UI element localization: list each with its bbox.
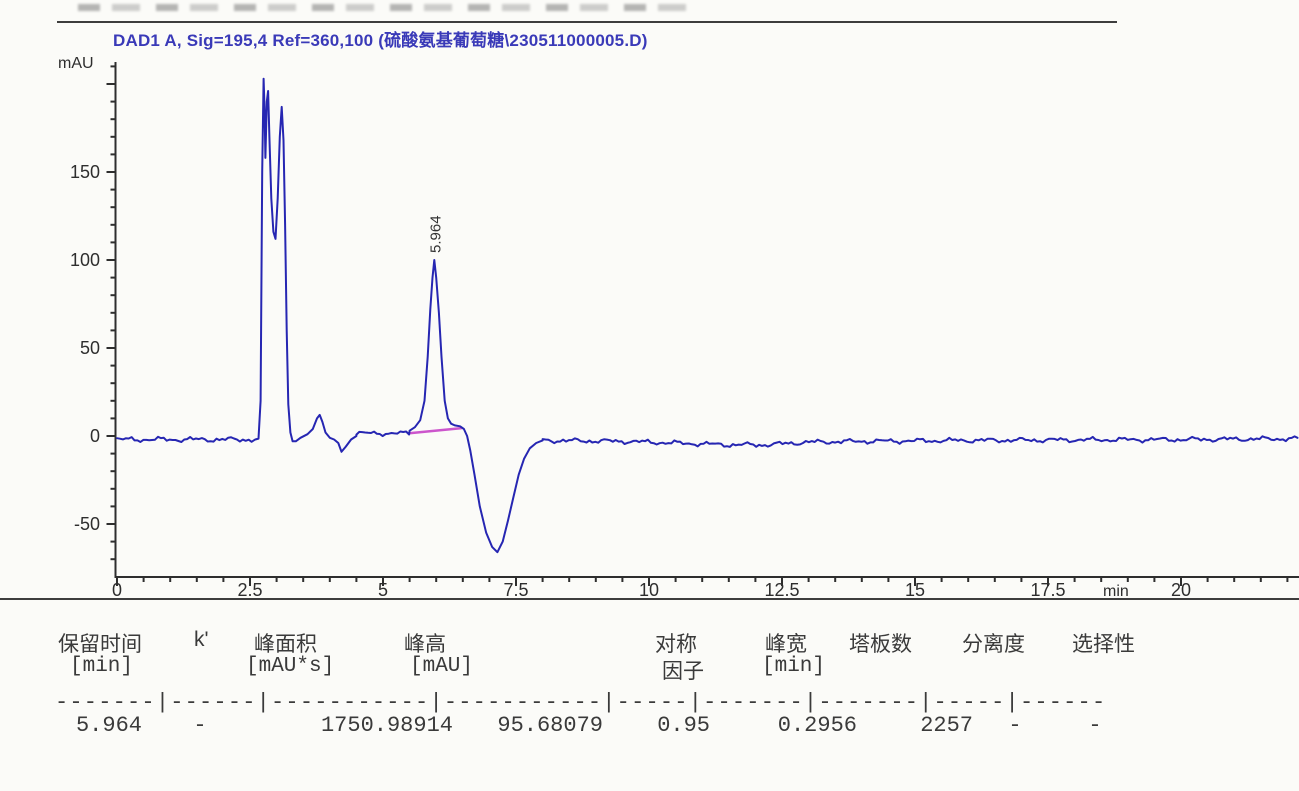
top-divider-line <box>57 21 1117 23</box>
cell-retention-time: 5.964 <box>75 713 142 738</box>
cell-k-prime: - <box>193 713 207 738</box>
cell-peak-width: 0.2956 <box>777 713 857 738</box>
x-tick-label: 12.5 <box>764 580 799 600</box>
table-separator: -------|------|-----------|-----------|-… <box>55 690 1107 715</box>
col-header-peak-width: 峰宽 <box>765 633 807 656</box>
integration-baseline <box>407 426 462 435</box>
y-tick-label: 0 <box>90 426 100 446</box>
x-tick-label: 20 <box>1171 580 1191 600</box>
cell-symmetry: 0.95 <box>657 713 710 738</box>
x-tick-label: 5 <box>378 580 388 600</box>
bottom-divider-line <box>0 598 1299 600</box>
x-tick-label: 2.5 <box>237 580 262 600</box>
cell-peak-area: 1750.98914 <box>320 713 453 738</box>
y-axis-unit-label: mAU <box>58 55 94 72</box>
x-tick-label: 15 <box>905 580 925 600</box>
col-header-peak-height: 峰高 <box>404 633 446 656</box>
chromatogram-signal-title: DAD1 A, Sig=195,4 Ref=360,100 (硫酸氨基葡萄糖\2… <box>113 31 648 50</box>
cropped-text-remnant <box>78 4 688 11</box>
cell-resolution: - <box>1008 713 1022 738</box>
cell-plates: 2257 <box>920 713 973 738</box>
peak-retention-time-label: 5.964 <box>427 215 444 253</box>
y-tick-label: 100 <box>70 250 100 270</box>
unit-peak-area: [mAU*s] <box>246 655 335 678</box>
col-header-selectivity: 选择性 <box>1072 633 1135 656</box>
col-header-peak-area: 峰面积 <box>254 633 317 656</box>
col-header-plates: 塔板数 <box>849 633 912 656</box>
col-header-symmetry: 对称 <box>655 633 697 656</box>
unit-symmetry: 因子 <box>662 660 704 683</box>
col-header-k-prime: k' <box>194 628 209 651</box>
x-tick-label: 0 <box>112 580 122 600</box>
y-tick-label: -50 <box>74 514 100 534</box>
unit-retention-time: [min] <box>70 655 134 678</box>
chromatogram-trace <box>116 77 1299 554</box>
x-tick-label: 17.5 <box>1030 580 1065 600</box>
y-tick-label: 150 <box>70 162 100 182</box>
y-tick-label: 50 <box>80 338 100 358</box>
col-header-resolution: 分离度 <box>962 633 1025 656</box>
x-tick-label: 10 <box>639 580 659 600</box>
chromatogram-plot: -50 0 50 100 150 mAU 0 2.5 5 7.5 10 12.5 15 17.5 20 min… <box>58 55 1299 600</box>
x-tick-label: 7.5 <box>503 580 528 600</box>
cell-peak-height: 95.68079 <box>497 713 603 738</box>
col-header-retention-time: 保留时间 <box>58 633 142 656</box>
cell-selectivity: - <box>1088 713 1102 738</box>
unit-peak-height: [mAU] <box>410 655 474 678</box>
x-axis-unit-label: min <box>1103 583 1129 600</box>
unit-peak-width: [min] <box>762 655 826 678</box>
